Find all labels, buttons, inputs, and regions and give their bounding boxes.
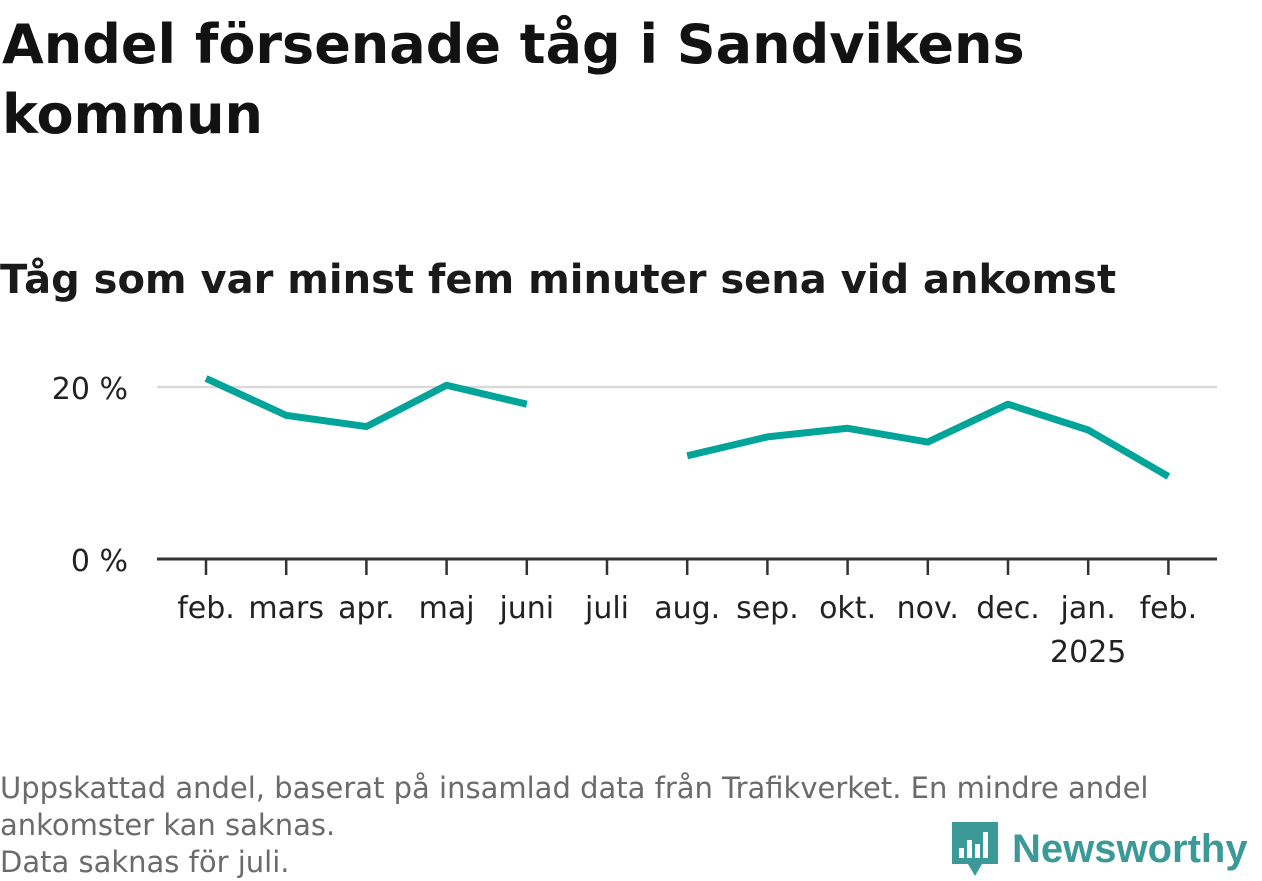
x-tick-label: apr. xyxy=(338,591,395,626)
newsworthy-logo-icon xyxy=(952,822,998,876)
footnote: Uppskattad andel, baserat på insamlad da… xyxy=(0,770,1250,881)
brand-name: Newsworthy xyxy=(1012,826,1248,871)
x-tick-label: maj xyxy=(419,591,475,626)
series-line-segment xyxy=(204,375,528,431)
series-line-segment xyxy=(686,400,1171,480)
x-tick-label: nov. xyxy=(897,591,959,626)
x-tick-label: feb. xyxy=(177,591,235,626)
footnote-line-2: ankomster kan saknas. xyxy=(0,808,336,842)
y-tick-label: 0 % xyxy=(71,544,128,579)
brand-logo: Newsworthy xyxy=(950,818,1248,880)
footnote-line-3: Data saknas för juli. xyxy=(0,845,290,879)
footnote-line-1: Uppskattad andel, baserat på insamlad da… xyxy=(0,771,1149,805)
x-tick-sublabel: 2025 xyxy=(1050,635,1126,670)
x-tick-label: aug. xyxy=(654,591,720,626)
chart-subtitle: Tåg som var minst fem minuter sena vid a… xyxy=(0,257,1117,303)
x-tick-label: feb. xyxy=(1140,591,1198,626)
chart-title: Andel försenade tåg i Sandvikens kommun xyxy=(2,13,1025,146)
x-tick-label: juni xyxy=(498,591,554,626)
x-tick-label: mars xyxy=(248,591,324,626)
x-tick-label: okt. xyxy=(819,591,876,626)
y-tick-label: 20 % xyxy=(52,372,128,407)
x-tick-label: dec. xyxy=(976,591,1040,626)
x-tick-label: juli xyxy=(584,591,629,626)
x-tick-label: sep. xyxy=(736,591,799,626)
x-tick-label: jan. xyxy=(1060,591,1116,626)
